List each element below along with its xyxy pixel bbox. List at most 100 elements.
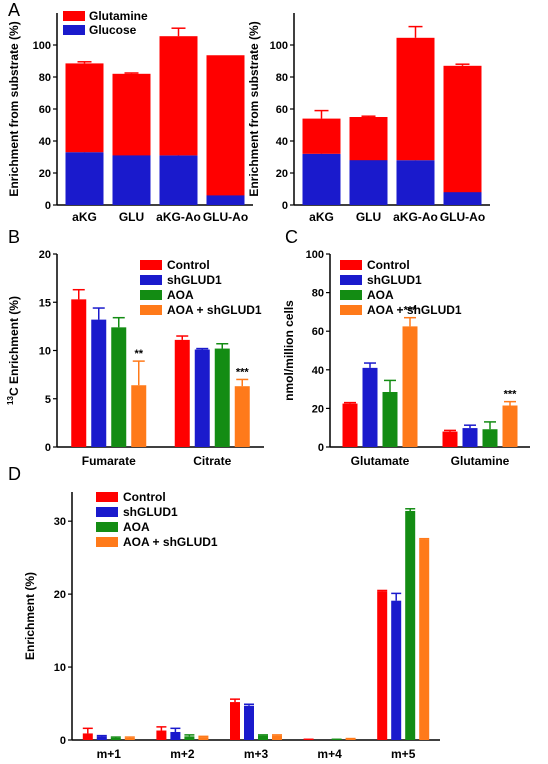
bar-aoa-shglud1 — [198, 737, 209, 740]
bar-shglud1 — [194, 349, 210, 447]
x-category-label: m+3 — [244, 747, 269, 761]
x-category-label: Fumarate — [82, 454, 136, 468]
x-category-label: m+2 — [170, 747, 195, 761]
legend-swatch — [140, 275, 162, 285]
stacked-bar-glutamine — [206, 56, 245, 196]
legend-swatch — [340, 275, 362, 285]
bar-aoa-shglud1 — [419, 539, 430, 740]
stacked-bar-glutamine — [112, 73, 151, 156]
bar-aoa-shglud1 — [402, 326, 418, 447]
bar-aoa — [382, 391, 398, 447]
y-tick-label: 80 — [39, 72, 51, 84]
y-tick-label: 0 — [45, 442, 51, 454]
bar-control — [377, 591, 388, 740]
y-axis-title: Enrichment from substrate (%) — [7, 21, 21, 196]
y-tick-label: 10 — [39, 346, 51, 358]
stacked-bar-glutamine — [65, 63, 104, 153]
bar-aoa-shglud1 — [131, 385, 147, 447]
bar-aoa-shglud1 — [502, 405, 518, 447]
y-tick-label: 0 — [318, 442, 324, 454]
y-tick-label: 40 — [39, 136, 51, 148]
bar-control — [342, 403, 358, 447]
bar-aoa — [111, 327, 127, 447]
y-tick-label: 10 — [54, 662, 66, 674]
x-category-label: GLU-Ao — [440, 210, 485, 224]
bar-control — [82, 733, 93, 740]
bar-aoa — [214, 348, 230, 447]
y-tick-label: 80 — [276, 72, 288, 84]
y-tick-label: 5 — [45, 394, 51, 406]
bar-aoa-shglud1 — [124, 737, 135, 740]
y-tick-label: 20 — [54, 589, 66, 601]
bar-control — [442, 431, 458, 447]
y-tick-label: 40 — [312, 365, 324, 377]
bar-aoa — [331, 738, 342, 740]
bar-aoa — [405, 510, 416, 740]
y-tick-label: 80 — [312, 288, 324, 300]
bar-aoa — [110, 737, 121, 740]
bar-control — [71, 299, 87, 447]
x-category-label: m+4 — [317, 747, 342, 761]
stacked-bar-glucose — [302, 153, 341, 205]
panel-letter-a: A — [8, 0, 20, 20]
x-category-label: Glutamine — [451, 454, 510, 468]
bar-shglud1 — [362, 367, 378, 447]
legend-swatch — [340, 260, 362, 270]
bar-aoa — [258, 735, 268, 740]
y-tick-label: 20 — [39, 249, 51, 261]
x-category-label: aKG-Ao — [393, 210, 438, 224]
x-category-label: GLU — [119, 210, 144, 224]
legend-swatch — [140, 260, 162, 270]
stacked-bar-glucose — [349, 160, 388, 205]
legend-label: Glutamine — [89, 9, 148, 23]
y-tick-label: 0 — [45, 200, 51, 212]
y-tick-label: 100 — [33, 40, 51, 52]
significance-marker: ** — [134, 348, 143, 360]
x-category-label: m+1 — [97, 747, 122, 761]
stacked-bar-glucose — [65, 152, 104, 205]
legend-swatch — [63, 11, 85, 21]
bar-shglud1 — [170, 731, 181, 740]
y-axis-title: 13C Enrichment (%) — [6, 296, 21, 405]
legend-label: Control — [167, 258, 210, 272]
y-tick-label: 60 — [39, 104, 51, 116]
bar-shglud1 — [244, 705, 254, 740]
panel-letter-b: B — [8, 227, 20, 247]
legend-swatch — [340, 305, 362, 315]
x-category-label: aKG — [72, 210, 97, 224]
y-tick-label: 60 — [312, 326, 324, 338]
y-tick-label: 20 — [312, 403, 324, 415]
y-axis-title: Enrichment from substrate (%) — [247, 21, 261, 196]
legend-label: AOA + shGLUD1 — [123, 535, 218, 549]
stacked-bar-glutamine — [443, 65, 482, 193]
stacked-bar-glucose — [159, 155, 198, 205]
bar-aoa-shglud1 — [272, 735, 282, 740]
bar-shglud1 — [91, 319, 107, 447]
y-tick-label: 0 — [282, 200, 288, 212]
legend-label: Control — [123, 490, 166, 504]
x-category-label: GLU-Ao — [203, 210, 248, 224]
significance-marker: *** — [236, 366, 250, 378]
legend-label: shGLUD1 — [123, 505, 178, 519]
bar-aoa-shglud1 — [234, 386, 250, 447]
x-category-label: GLU — [356, 210, 381, 224]
y-axis-title-text: C Enrichment (%) — [7, 296, 21, 396]
stacked-bar-glutamine — [159, 36, 198, 156]
legend-swatch — [96, 492, 118, 502]
y-axis-title: nmol/million cells — [282, 300, 296, 401]
bar-shglud1 — [391, 600, 402, 740]
legend-label: AOA — [123, 520, 150, 534]
x-category-label: Citrate — [193, 454, 231, 468]
y-tick-label: 15 — [39, 297, 51, 309]
bar-control — [230, 702, 240, 740]
y-tick-label: 60 — [276, 104, 288, 116]
bar-aoa — [184, 736, 195, 740]
legend-swatch — [96, 537, 118, 547]
legend-label: AOA + shGLUD1 — [167, 303, 262, 317]
legend-swatch — [140, 305, 162, 315]
legend-swatch — [96, 507, 118, 517]
stacked-bar-glucose — [112, 155, 151, 205]
legend-label: AOA — [167, 288, 194, 302]
significance-marker: *** — [404, 305, 418, 317]
